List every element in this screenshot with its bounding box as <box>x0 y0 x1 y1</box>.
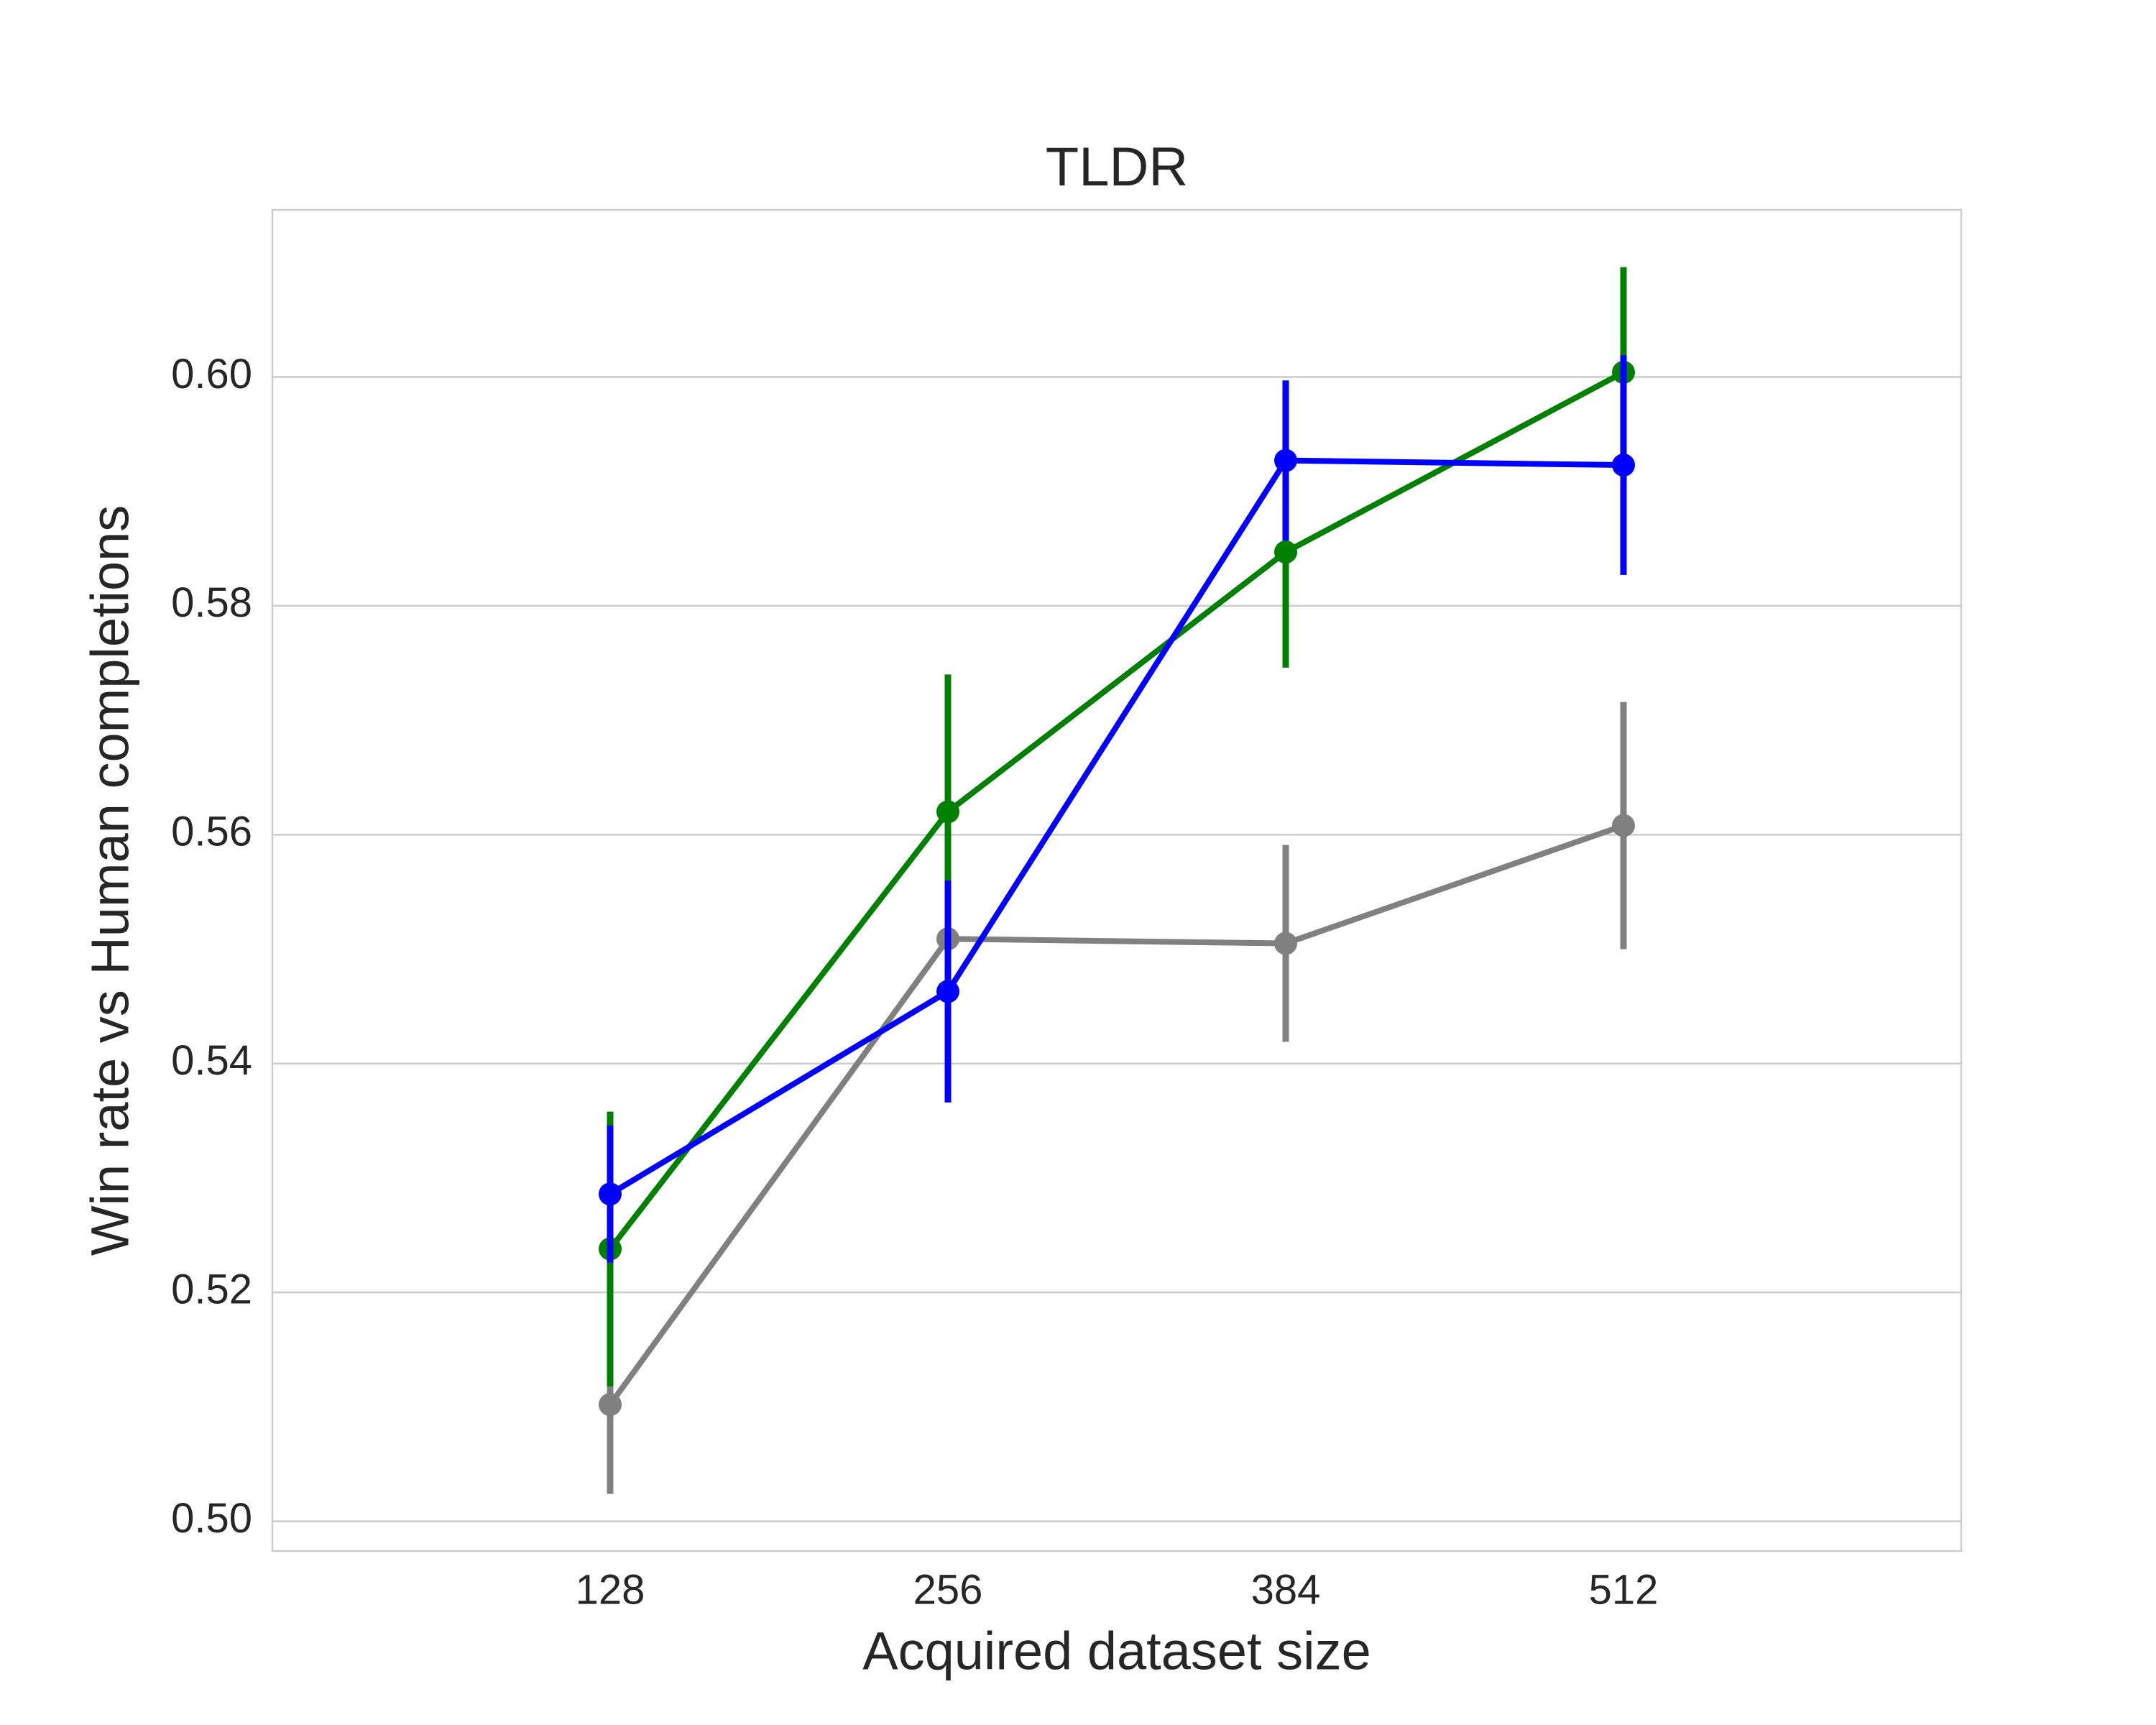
point-marker <box>1274 932 1297 955</box>
y-tick-label: 0.60 <box>171 351 252 397</box>
point-marker <box>936 980 959 1003</box>
y-tick-label: 0.52 <box>171 1266 252 1313</box>
y-tick-label: 0.56 <box>171 809 252 855</box>
x-tick-label: 512 <box>1589 1566 1659 1613</box>
point-marker <box>599 1393 622 1417</box>
point-marker <box>936 800 959 824</box>
series-line <box>608 457 1624 1197</box>
point-marker <box>1612 814 1635 837</box>
series-line <box>607 822 1625 1407</box>
x-tick-label: 384 <box>1251 1566 1321 1613</box>
x-axis-label: Acquired dataset size <box>862 1622 1371 1681</box>
y-axis-label: Win rate vs Human completions <box>80 505 140 1256</box>
y-tick-label: 0.58 <box>171 579 252 626</box>
point-marker <box>599 1182 622 1206</box>
point-marker <box>1274 448 1297 472</box>
point-marker <box>1274 540 1297 564</box>
x-tick-label: 256 <box>913 1566 983 1613</box>
y-tick-label: 0.50 <box>171 1495 252 1542</box>
y-tick-label: 0.54 <box>171 1037 252 1084</box>
chart-title: TLDR <box>1046 137 1188 198</box>
x-tick-label: 128 <box>576 1566 645 1613</box>
plot-frame <box>271 208 1963 1552</box>
point-marker <box>1612 454 1635 477</box>
